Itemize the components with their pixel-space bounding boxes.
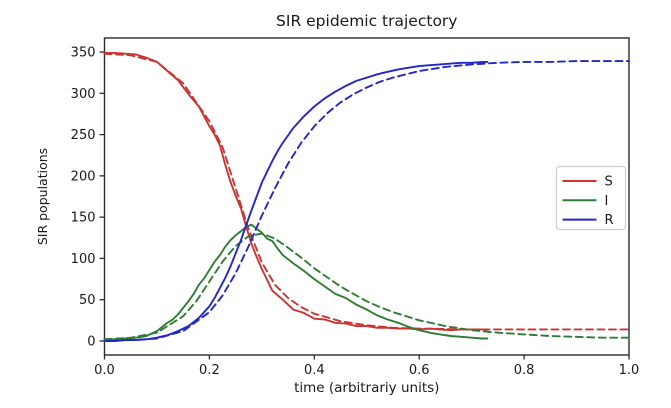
series-r-model [103,60,630,342]
y-tick-label: 100 [71,252,96,267]
x-tick-label: 0.2 [199,363,220,378]
legend-label: S [605,175,613,190]
x-tick-label: 0.4 [304,363,325,378]
y-tick-label: 0 [87,334,95,349]
legend-box [555,165,627,231]
plot-frame [103,37,630,356]
x-tick-label: 0.0 [94,363,115,378]
series-s-model [103,52,630,331]
x-tick-label: 1.0 [619,363,640,378]
series-i-model [103,232,630,341]
x-tick-label: 0.8 [514,363,535,378]
y-tick-label: 250 [71,128,96,143]
y-axis-label: SIR populations [35,148,50,245]
legend-label: I [605,194,609,209]
chart-title: SIR epidemic trajectory [276,12,457,30]
y-tick-label: 150 [71,211,96,226]
y-tick-label: 350 [71,46,96,61]
legend-label: R [605,213,614,228]
legend: SIR [555,165,627,231]
y-tick-label: 50 [79,293,96,308]
y-tick-label: 300 [71,87,96,102]
y-tick-label: 200 [71,169,96,184]
x-axis-label: time (arbitrariy units) [294,380,439,396]
series-r-simulation [103,60,489,342]
x-tick-label: 0.6 [409,363,430,378]
